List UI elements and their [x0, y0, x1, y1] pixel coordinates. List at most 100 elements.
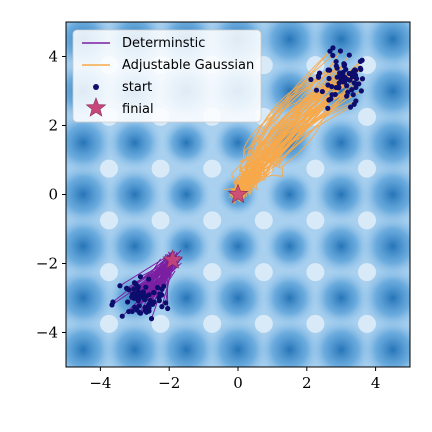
heatmap-ridge — [358, 107, 376, 126]
start-point — [126, 287, 132, 293]
start-point — [356, 81, 362, 87]
start-point — [142, 308, 148, 314]
heatmap-well — [209, 269, 267, 327]
heatmap-well — [409, 187, 410, 202]
start-point — [165, 305, 171, 312]
start-point — [339, 76, 345, 82]
heatmap-well — [409, 31, 410, 47]
start-point — [347, 77, 353, 83]
heatmap-well — [360, 162, 410, 227]
legend-label-finial: finial — [122, 102, 154, 117]
heatmap-well — [106, 217, 164, 275]
legend-swatch-start — [93, 84, 99, 90]
heatmap-ridge — [409, 269, 410, 275]
heatmap-well — [257, 22, 322, 72]
heatmap-well — [312, 165, 370, 224]
start-point — [350, 69, 356, 75]
heatmap-well — [409, 290, 410, 306]
heatmap-ridge — [151, 314, 170, 333]
start-point — [353, 84, 359, 91]
heatmap-well — [334, 22, 349, 23]
start-point — [325, 67, 331, 73]
heatmap-well — [257, 317, 322, 367]
start-point — [319, 88, 325, 95]
heatmap-well — [161, 117, 212, 169]
start-point — [131, 286, 137, 292]
start-point — [132, 304, 138, 310]
legend-label-start: start — [122, 80, 152, 95]
start-point — [333, 63, 339, 69]
heatmap-well — [360, 110, 410, 175]
heatmap-well — [409, 83, 410, 99]
heatmap-ridge — [100, 159, 118, 178]
start-point — [136, 310, 143, 316]
legend-swatch-finial — [85, 97, 107, 117]
heatmap-well — [409, 238, 410, 254]
heatmap-well — [385, 366, 400, 367]
heatmap-ridge — [203, 314, 222, 333]
heatmap-well — [409, 135, 410, 151]
heatmap-ridge — [306, 314, 325, 333]
heatmap-ridge — [203, 263, 222, 282]
start-point — [359, 57, 365, 63]
adjustable-gaussian-trajectory — [228, 69, 329, 199]
start-point — [338, 72, 344, 78]
start-point — [161, 283, 167, 289]
start-point — [326, 97, 332, 103]
series-adjustable-gaussian-lines — [223, 47, 363, 205]
heatmap-ridge — [48, 367, 66, 385]
start-point — [358, 88, 364, 94]
x-tick-label: −4 — [89, 374, 111, 392]
heatmap-well — [0, 366, 67, 432]
heatmap-ridge — [261, 366, 267, 367]
heatmap-ridge — [203, 211, 222, 230]
heatmap-ridge — [312, 22, 318, 23]
start-point — [119, 313, 125, 319]
start-point — [151, 289, 157, 296]
heatmap-well — [66, 214, 116, 279]
heatmap-well — [264, 169, 315, 220]
start-point — [133, 281, 139, 287]
heatmap-ridge — [66, 165, 67, 172]
adjustable-gaussian-trajectory — [232, 94, 333, 200]
heatmap-ridge — [410, 367, 428, 385]
heatmap-well — [309, 317, 374, 367]
heatmap-ridge — [409, 165, 410, 172]
start-point — [145, 304, 151, 310]
start-point — [157, 292, 163, 298]
heatmap-ridge — [254, 263, 273, 282]
heatmap-well — [312, 269, 370, 327]
heatmap-well — [309, 22, 374, 72]
heatmap-ridge — [306, 211, 325, 230]
heatmap-ridge — [364, 22, 370, 23]
start-point — [148, 316, 155, 322]
heatmap-well — [212, 220, 264, 272]
start-point — [351, 80, 357, 86]
heatmap-ridge — [358, 263, 376, 282]
start-point — [135, 294, 141, 300]
heatmap-well — [66, 266, 116, 330]
heatmap-well — [66, 162, 116, 227]
heatmap-well — [312, 114, 370, 172]
heatmap-ridge — [100, 314, 118, 333]
heatmap-ridge — [261, 22, 267, 23]
legend-box — [72, 29, 262, 123]
adjustable-gaussian-trajectory — [231, 86, 332, 194]
start-point — [329, 83, 335, 90]
start-point — [333, 84, 339, 91]
determinstic-trajectory — [111, 259, 178, 306]
heatmap-ridge — [151, 211, 170, 230]
start-point — [341, 61, 347, 67]
heatmap-well — [102, 317, 167, 367]
heatmap-well — [76, 22, 91, 23]
start-point — [117, 283, 123, 289]
start-point — [131, 295, 137, 301]
start-point — [346, 52, 352, 58]
y-tick-label: 2 — [48, 117, 58, 135]
determinstic-trajectory — [163, 264, 174, 287]
start-point — [330, 45, 336, 51]
series-finial-stars — [162, 183, 249, 269]
heatmap-ridge — [306, 159, 325, 178]
adjustable-gaussian-trajectory — [240, 72, 354, 192]
